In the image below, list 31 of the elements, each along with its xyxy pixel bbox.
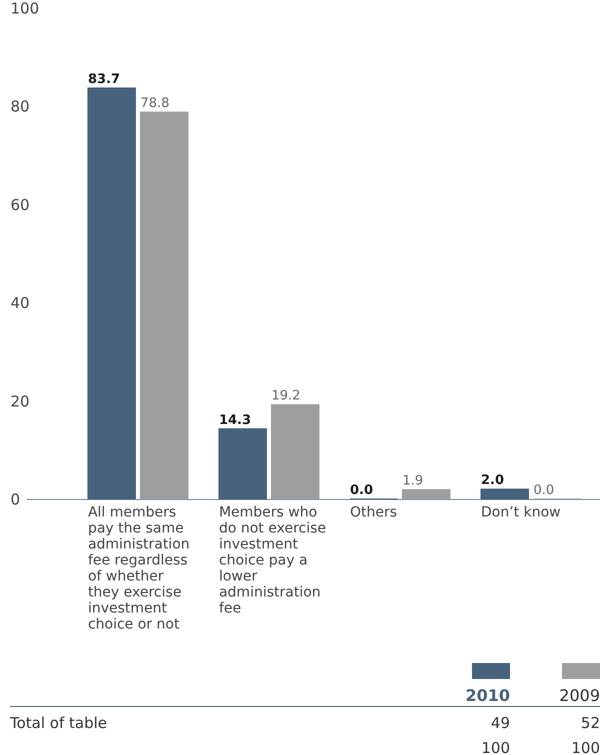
text: 49 [490, 714, 510, 732]
data-label: 0.0 [533, 483, 554, 498]
text: Total of table [9, 714, 108, 732]
y-tick-label: 20 [10, 392, 30, 410]
bar [270, 404, 320, 500]
y-tick-label: 100 [10, 0, 40, 18]
y-tick-label: 40 [10, 294, 30, 312]
text: 52 [580, 714, 600, 732]
text: 100 [571, 739, 600, 755]
data-label: 1.9 [402, 474, 424, 489]
bar [402, 489, 450, 500]
x-tick-label: Others [350, 504, 398, 520]
data-label: 19.2 [271, 388, 300, 404]
data-label: 83.7 [88, 72, 120, 88]
x-tick-label: Don’t know [481, 504, 561, 520]
bar [87, 88, 136, 500]
text: 100 [481, 739, 510, 755]
data-label: 14.3 [218, 412, 252, 428]
legend-label: 2009 [559, 686, 600, 705]
y-tick-label: 0 [10, 490, 20, 508]
y-tick-label: 80 [10, 98, 30, 116]
x-tick-label: Members who do not exercise investment choice pay a lower administration fee [218, 504, 326, 616]
bar [218, 428, 267, 500]
bar [140, 112, 188, 500]
legend-label: 2010 [465, 686, 510, 705]
data-label: 2.0 [481, 473, 504, 488]
x-tick-label: All members pay the same administration fee regardless of whether they exercise investment choice or not [88, 504, 190, 632]
data-label: 0.0 [350, 483, 374, 498]
bar [480, 488, 529, 500]
data-label: 78.8 [140, 96, 170, 112]
y-tick-label: 60 [10, 196, 30, 214]
